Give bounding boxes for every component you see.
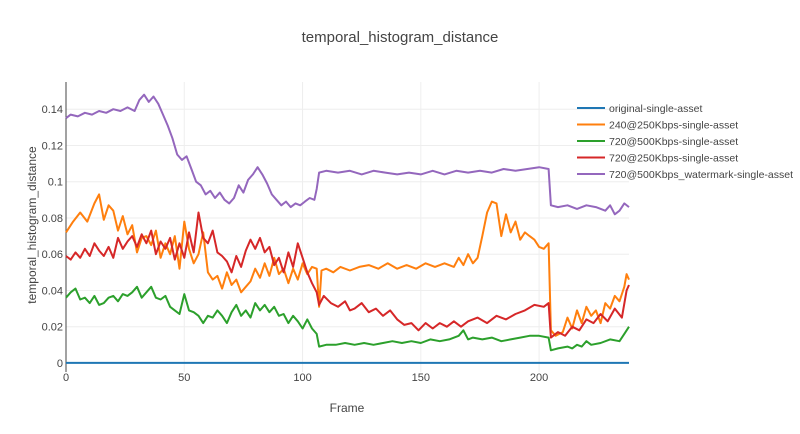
x-tick-label: 0 [63,372,69,384]
legend-item-1[interactable]: 240@250Kbps-single-asset [577,120,738,132]
y-tick-label: 0.08 [42,213,63,225]
y-tick-label: 0.1 [48,177,63,189]
legend-label: 720@500Kbps-single-asset [609,136,738,148]
legend-label: 720@500Kbps_watermark-single-asset [609,169,793,181]
legend[interactable]: original-single-asset 240@250Kbps-single-… [577,103,793,181]
x-tick-label: 150 [412,372,430,384]
x-tick-label: 100 [293,372,311,384]
legend-item-0[interactable]: original-single-asset [577,103,702,115]
axes: 0 0.02 0.04 0.06 0.08 0.1 0.12 0.14 0 50 100 150 200 [42,82,548,384]
legend-item-4[interactable]: 720@500Kbps_watermark-single-asset [577,169,793,181]
y-tick-label: 0.12 [42,140,63,152]
grid [65,82,629,372]
series-line-3 [65,211,630,339]
y-tick-label: 0.02 [42,322,63,334]
legend-label: 240@250Kbps-single-asset [609,120,738,132]
series-line-1 [65,193,630,337]
legend-label: original-single-asset [609,103,702,115]
y-tick-label: 0 [57,358,63,370]
series-line-4 [65,93,630,216]
y-tick-label: 0.14 [42,104,63,116]
x-tick-label: 200 [530,372,548,384]
series-layer [65,93,630,364]
legend-label: 720@250Kbps-single-asset [609,153,738,165]
legend-item-3[interactable]: 720@250Kbps-single-asset [577,153,738,165]
x-axis-label: Frame [330,401,365,415]
y-tick-label: 0.04 [42,285,63,297]
x-tick-label: 50 [178,372,190,384]
legend-item-2[interactable]: 720@500Kbps-single-asset [577,136,738,148]
series-line-2 [65,285,630,352]
y-axis-label: temporal_histogram_distance [25,146,39,304]
y-tick-label: 0.06 [42,249,63,261]
chart-title: temporal_histogram_distance [302,29,499,46]
